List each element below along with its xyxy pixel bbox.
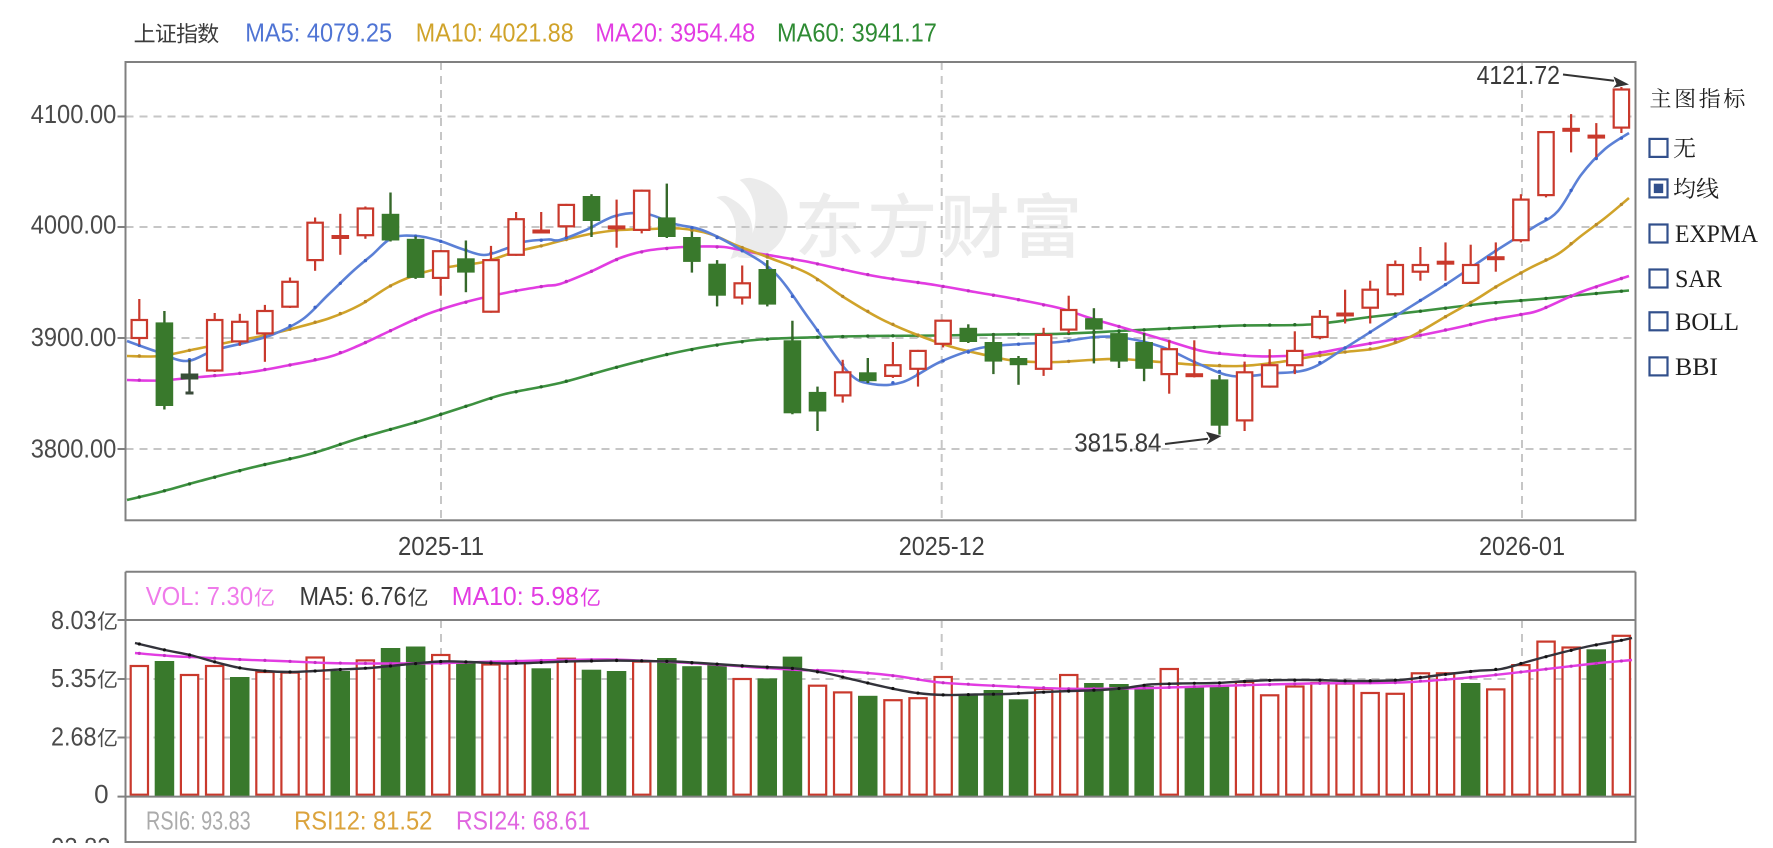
svg-text:BBI: BBI <box>1675 354 1718 381</box>
svg-text:4100.00: 4100.00 <box>31 99 117 129</box>
svg-text:VOL: 7.30: VOL: 7.30 <box>146 581 253 611</box>
svg-text:MA20: 3954.48: MA20: 3954.48 <box>595 18 755 48</box>
svg-text:EXPMA: EXPMA <box>1675 221 1758 248</box>
svg-text:93.83: 93.83 <box>51 832 110 843</box>
svg-text:MA10: 5.98: MA10: 5.98 <box>452 581 579 611</box>
svg-text:3900.00: 3900.00 <box>31 322 117 352</box>
svg-text:4121.72: 4121.72 <box>1477 60 1560 90</box>
svg-text:3815.84: 3815.84 <box>1074 428 1161 458</box>
svg-text:4000.00: 4000.00 <box>31 210 117 240</box>
svg-text:MA5: 6.76: MA5: 6.76 <box>300 581 407 611</box>
svg-text:RSI24: 68.61: RSI24: 68.61 <box>456 806 590 836</box>
svg-text:8.03: 8.03 <box>51 605 97 635</box>
svg-text:2026-01: 2026-01 <box>1479 531 1565 561</box>
svg-text:2025-11: 2025-11 <box>398 531 484 561</box>
svg-text:0: 0 <box>94 779 108 809</box>
svg-text:BOLL: BOLL <box>1675 309 1739 336</box>
svg-text:SAR: SAR <box>1675 266 1722 293</box>
svg-text:RSI6: 93.83: RSI6: 93.83 <box>146 806 251 836</box>
svg-text:MA10: 4021.88: MA10: 4021.88 <box>416 18 574 48</box>
svg-text:MA60: 3941.17: MA60: 3941.17 <box>777 18 937 48</box>
svg-text:RSI12: 81.52: RSI12: 81.52 <box>294 806 432 836</box>
svg-text:2.68: 2.68 <box>51 722 97 752</box>
svg-text:2025-12: 2025-12 <box>899 531 985 561</box>
svg-text:MA5: 4079.25: MA5: 4079.25 <box>245 18 392 48</box>
svg-text:3800.00: 3800.00 <box>31 433 117 463</box>
svg-text:5.35: 5.35 <box>51 663 97 693</box>
